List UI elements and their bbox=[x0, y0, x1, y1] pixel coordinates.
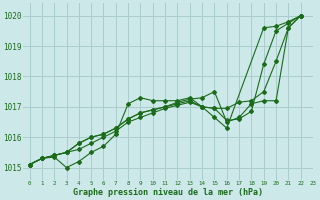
X-axis label: Graphe pression niveau de la mer (hPa): Graphe pression niveau de la mer (hPa) bbox=[73, 188, 263, 197]
